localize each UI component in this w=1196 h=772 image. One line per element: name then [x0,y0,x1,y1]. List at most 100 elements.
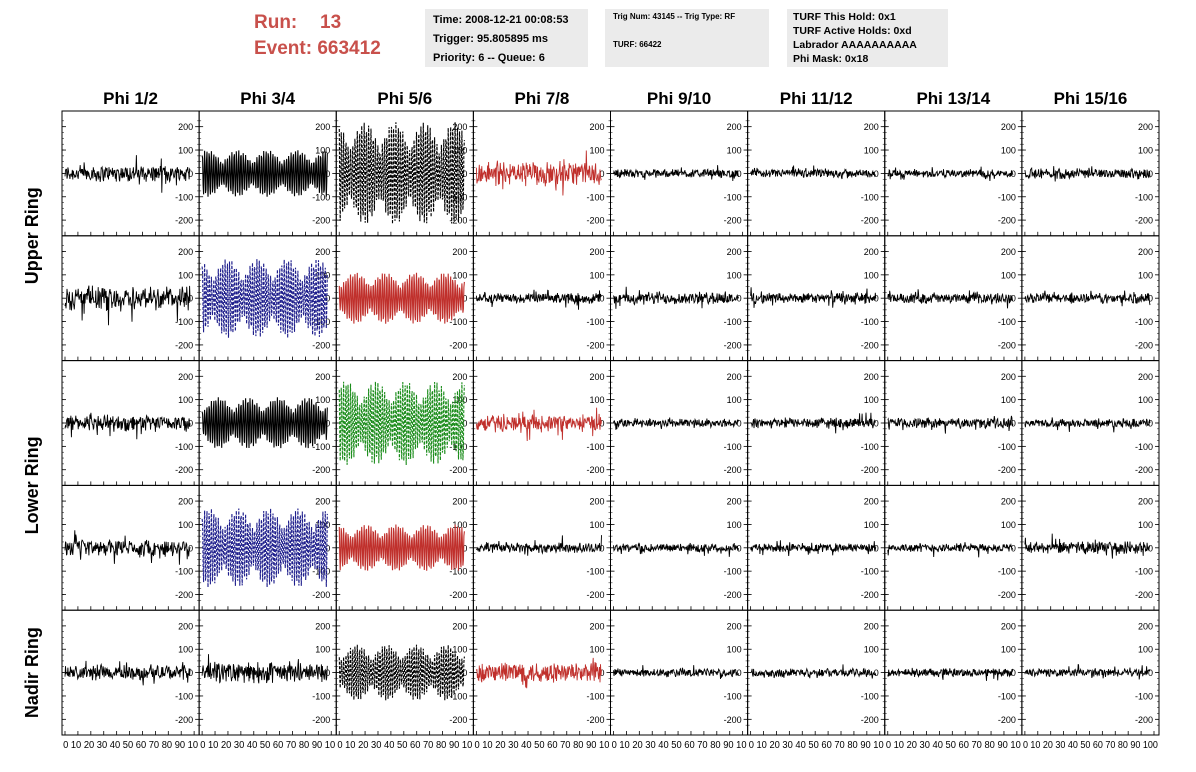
y-tick-label: 100 [589,645,604,655]
y-tick-label: 200 [452,497,467,507]
y-tick-label: -100 [175,442,193,452]
turf-text: TURF: 66422 [613,40,662,49]
y-tick-label: -100 [312,442,330,452]
y-tick-label: 0 [1011,543,1016,553]
trigger-info-panel: Trig Num: 43145 -- Trig Type: RF TURF: 6… [605,9,769,67]
y-tick-label: -200 [861,715,879,725]
event-value: 663412 [317,38,381,59]
y-tick-label: 0 [1148,294,1153,304]
column-header: Phi 3/4 [240,89,295,108]
y-tick-label: -200 [175,715,193,725]
time-text: Time: 2008-12-21 00:08:53 [433,14,569,26]
y-tick-label: 0 [325,419,330,429]
y-tick-label: 0 [325,543,330,553]
y-tick-label: 100 [1138,146,1153,156]
y-tick-label: 200 [864,372,879,382]
y-tick-label: -100 [449,691,467,701]
y-tick-label: 200 [315,122,330,132]
waveform-trace [338,381,465,466]
y-tick-label: 200 [178,247,193,257]
y-tick-label: 100 [452,645,467,655]
y-tick-label: -100 [998,691,1016,701]
waveform-trace [475,150,602,196]
y-tick-label: -200 [1135,715,1153,725]
y-tick-label: 100 [727,146,742,156]
y-tick-label: -100 [586,317,604,327]
waveform-trace [887,166,1014,182]
y-tick-label: 100 [178,520,193,530]
y-tick-label: 100 [727,395,742,405]
column-header: Phi 15/16 [1054,89,1128,108]
y-tick-label: 0 [737,169,742,179]
column-header: Phi 1/2 [103,89,158,108]
y-tick-label: 200 [452,247,467,257]
waveform-trace [64,412,191,440]
y-tick-label: -100 [175,567,193,577]
y-tick-label: -200 [586,590,604,600]
y-tick-label: -200 [175,590,193,600]
y-tick-label: -200 [724,590,742,600]
y-tick-label: 100 [589,395,604,405]
y-tick-label: 0 [188,543,193,553]
y-tick-label: 100 [864,270,879,280]
y-tick-label: -200 [312,465,330,475]
y-tick-label: 100 [1001,270,1016,280]
waveform-trace [1024,290,1151,307]
waveform-trace [750,540,877,557]
waveform-trace [338,524,465,571]
y-tick-label: -200 [449,465,467,475]
y-tick-label: 200 [1001,122,1016,132]
y-tick-label: 100 [727,270,742,280]
y-tick-label: 0 [1011,668,1016,678]
y-tick-label: 100 [589,270,604,280]
y-tick-label: -100 [449,317,467,327]
y-tick-label: -200 [449,340,467,350]
y-tick-label: 200 [178,497,193,507]
y-tick-label: -200 [312,340,330,350]
waveform-trace [613,542,740,557]
y-tick-label: -100 [724,317,742,327]
y-tick-label: 0 [325,294,330,304]
y-tick-label: 100 [452,520,467,530]
y-tick-label: 0 [188,668,193,678]
y-tick-label: -200 [586,216,604,226]
y-tick-label: -100 [175,691,193,701]
column-header: Phi 7/8 [515,89,570,108]
y-tick-label: -100 [861,317,879,327]
time-info-panel: Time: 2008-12-21 00:08:53 Trigger: 95.80… [425,9,588,67]
y-tick-label: 200 [864,497,879,507]
y-tick-label: 0 [874,169,879,179]
waveform-trace [476,535,602,556]
y-tick-label: 0 [737,294,742,304]
y-tick-label: 0 [1011,294,1016,304]
y-tick-label: 200 [178,621,193,631]
y-tick-label: -100 [586,192,604,202]
waveform-trace [613,165,740,182]
y-tick-label: -100 [724,691,742,701]
y-tick-label: 0 [325,169,330,179]
waveform-trace [475,407,602,442]
y-tick-label: 0 [874,419,879,429]
y-tick-label: -200 [998,340,1016,350]
y-tick-label: -200 [1135,465,1153,475]
y-tick-label: 0 [188,169,193,179]
y-tick-label: -200 [861,340,879,350]
y-tick-label: 0 [462,543,467,553]
x-tick-labels: 0 10 20 30 40 50 60 70 80 90 10 [337,740,472,751]
y-tick-label: 0 [462,294,467,304]
y-tick-label: 200 [452,122,467,132]
y-tick-label: -200 [861,465,879,475]
